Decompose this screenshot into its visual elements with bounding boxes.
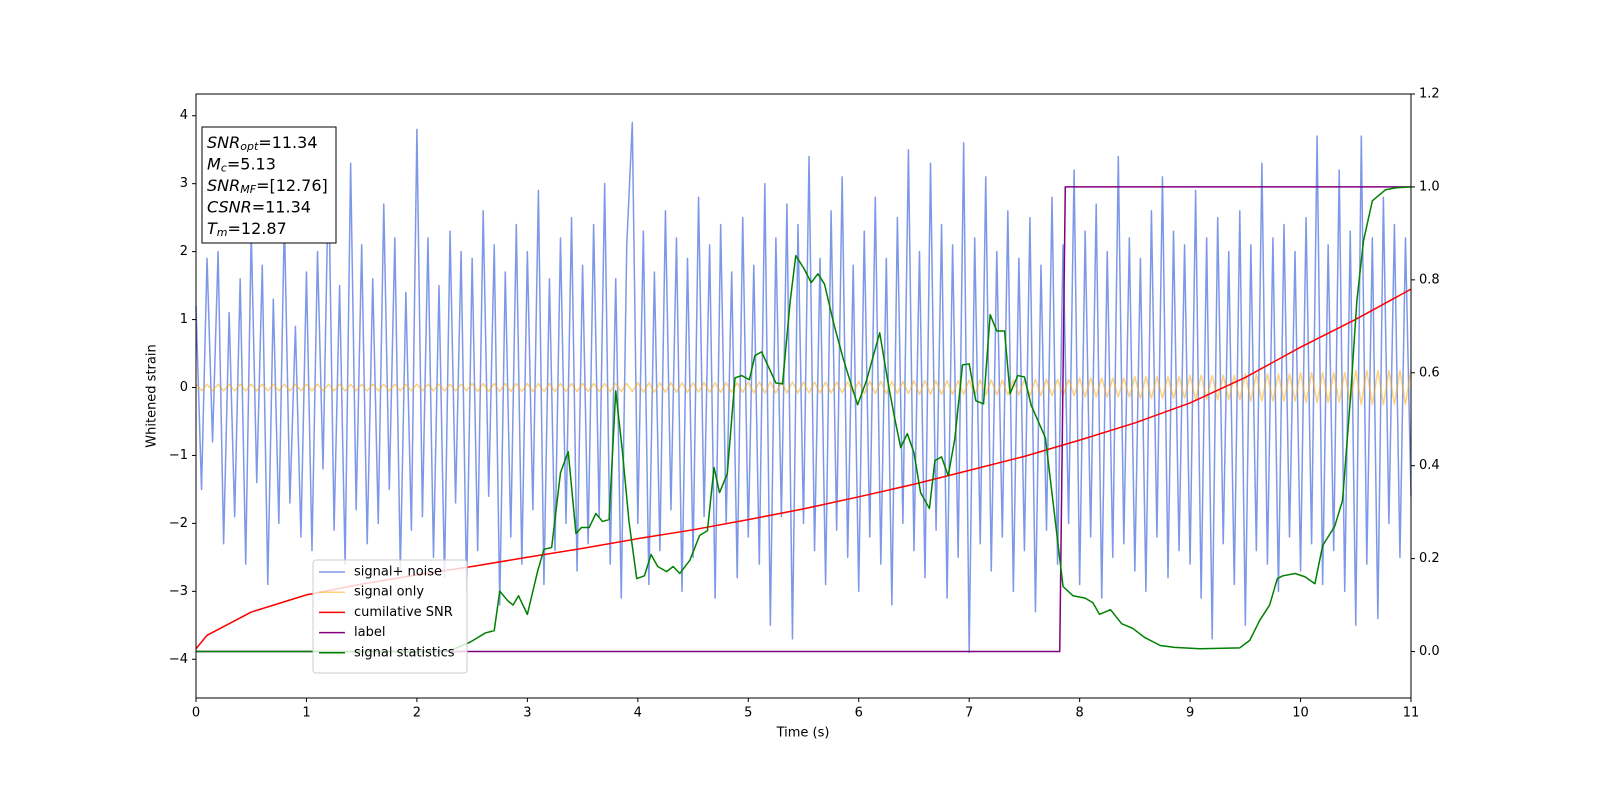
annotation-line: Tm=12.87 (207, 219, 287, 240)
legend-label: signal+ noise (354, 565, 442, 580)
annotation-line: SNRMF=[12.76] (207, 176, 328, 197)
annotation-symbol: CSNR (207, 197, 252, 216)
axes-frame (195, 93, 1412, 699)
x-tick-label: 6 (855, 706, 863, 721)
y-tick-label: −4 (169, 652, 188, 667)
legend-label: signal statistics (354, 645, 455, 660)
legend: signal+ noise signal only cumilative SNR la… (312, 559, 468, 674)
annotation-value: =12.87 (228, 219, 287, 238)
y-tick-label: −2 (169, 516, 188, 531)
x-tick-label: 4 (634, 706, 642, 721)
x-tick-label: 11 (1403, 706, 1420, 721)
annotation-line: SNRopt=11.34 (207, 133, 318, 154)
y2-tick-label: 1.2 (1419, 87, 1440, 102)
x-tick-label: 10 (1292, 706, 1309, 721)
annotation-symbol: M (207, 154, 221, 173)
y2-tick-label: 0.0 (1419, 644, 1440, 659)
annotation-subscript: opt (240, 140, 259, 153)
x-tick-label: 9 (1186, 706, 1194, 721)
y-tick-label: 4 (180, 108, 188, 123)
x-tick-label: 0 (192, 706, 200, 721)
y-tick-label: 2 (180, 244, 188, 259)
legend-label: label (354, 625, 385, 640)
annotation-symbol: SNR (207, 176, 240, 195)
y-tick-label: −1 (169, 448, 188, 463)
legend-label: signal only (354, 585, 424, 600)
series-line (195, 121, 1412, 654)
x-tick-label: 7 (965, 706, 973, 721)
x-axis-label: Time (s) (776, 726, 830, 741)
annotation-value: =11.34 (252, 197, 311, 216)
x-tick-label: 5 (744, 706, 752, 721)
x-tick-label: 2 (413, 706, 421, 721)
y-tick-label: 3 (180, 176, 188, 191)
annotation-subscript: c (221, 162, 227, 175)
y-tick-label: −3 (169, 584, 188, 599)
y2-tick-label: 0.8 (1419, 272, 1440, 287)
y-axis-label: Whitened strain (145, 344, 160, 447)
legend-frame (312, 559, 468, 674)
annotation-symbol: SNR (207, 133, 240, 152)
y2-tick-label: 0.4 (1419, 458, 1440, 473)
annotation-line: Mc=5.13 (207, 154, 276, 175)
series-line (196, 186, 1411, 653)
y-tick-label: 1 (180, 312, 188, 327)
annotation-frame (201, 126, 337, 244)
annotation-subscript: m (217, 226, 228, 239)
annotation-box: SNRopt=11.34Mc=5.13SNRMF=[12.76]CSNR=11.… (201, 126, 337, 244)
x-tick-label: 3 (523, 706, 531, 721)
legend-label: cumilative SNR (354, 605, 453, 620)
annotation-value: =11.34 (258, 133, 317, 152)
annotation-symbol: T (207, 219, 218, 238)
annotation-value: =[12.76] (256, 176, 328, 195)
x-tick-label: 8 (1075, 706, 1083, 721)
x-tick-label: 1 (302, 706, 310, 721)
annotation-value: =5.13 (227, 154, 276, 173)
annotation-line: CSNR=11.34 (207, 197, 311, 216)
y2-tick-label: 1.0 (1419, 179, 1440, 194)
y2-tick-label: 0.6 (1419, 365, 1440, 380)
y-tick-label: 0 (180, 380, 188, 395)
y2-tick-label: 0.2 (1419, 551, 1440, 566)
series-line (195, 369, 1412, 406)
annotation-subscript: MF (240, 183, 256, 196)
series-line (196, 186, 1412, 653)
